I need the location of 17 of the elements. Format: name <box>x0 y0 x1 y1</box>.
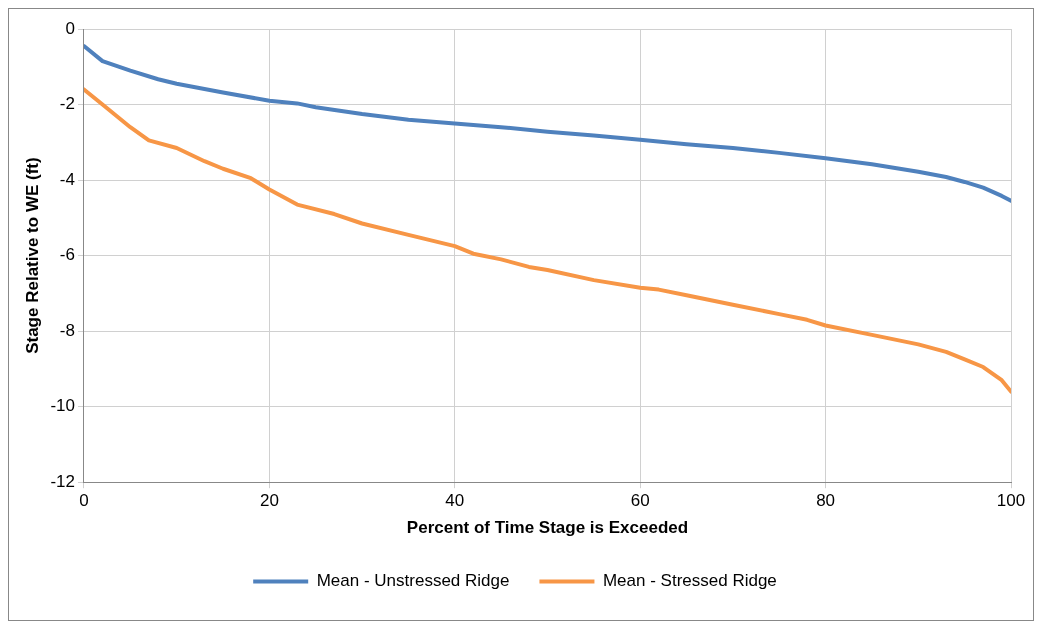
x-axis-title: Percent of Time Stage is Exceeded <box>406 518 689 538</box>
x-tick-label: 40 <box>445 491 465 511</box>
legend-label: Mean - Unstressed Ridge <box>316 571 510 591</box>
y-tick-label: -10 <box>50 396 75 416</box>
y-tick-label: -4 <box>59 169 75 189</box>
y-axis-title: Stage Relative to WE (ft) <box>22 157 42 354</box>
y-tick-label: -6 <box>59 245 75 265</box>
y-tick-label: -12 <box>50 471 75 491</box>
y-tick-label: -8 <box>59 320 75 340</box>
y-tick-label: 0 <box>65 18 75 38</box>
x-tick-label: 60 <box>630 491 650 511</box>
y-tick-label: -2 <box>59 94 75 114</box>
x-tick-label: 80 <box>816 491 836 511</box>
x-tick-label: 0 <box>79 491 89 511</box>
legend-label: Mean - Stressed Ridge <box>602 571 777 591</box>
x-tick-label: 100 <box>996 491 1026 511</box>
x-tick-label: 20 <box>259 491 279 511</box>
